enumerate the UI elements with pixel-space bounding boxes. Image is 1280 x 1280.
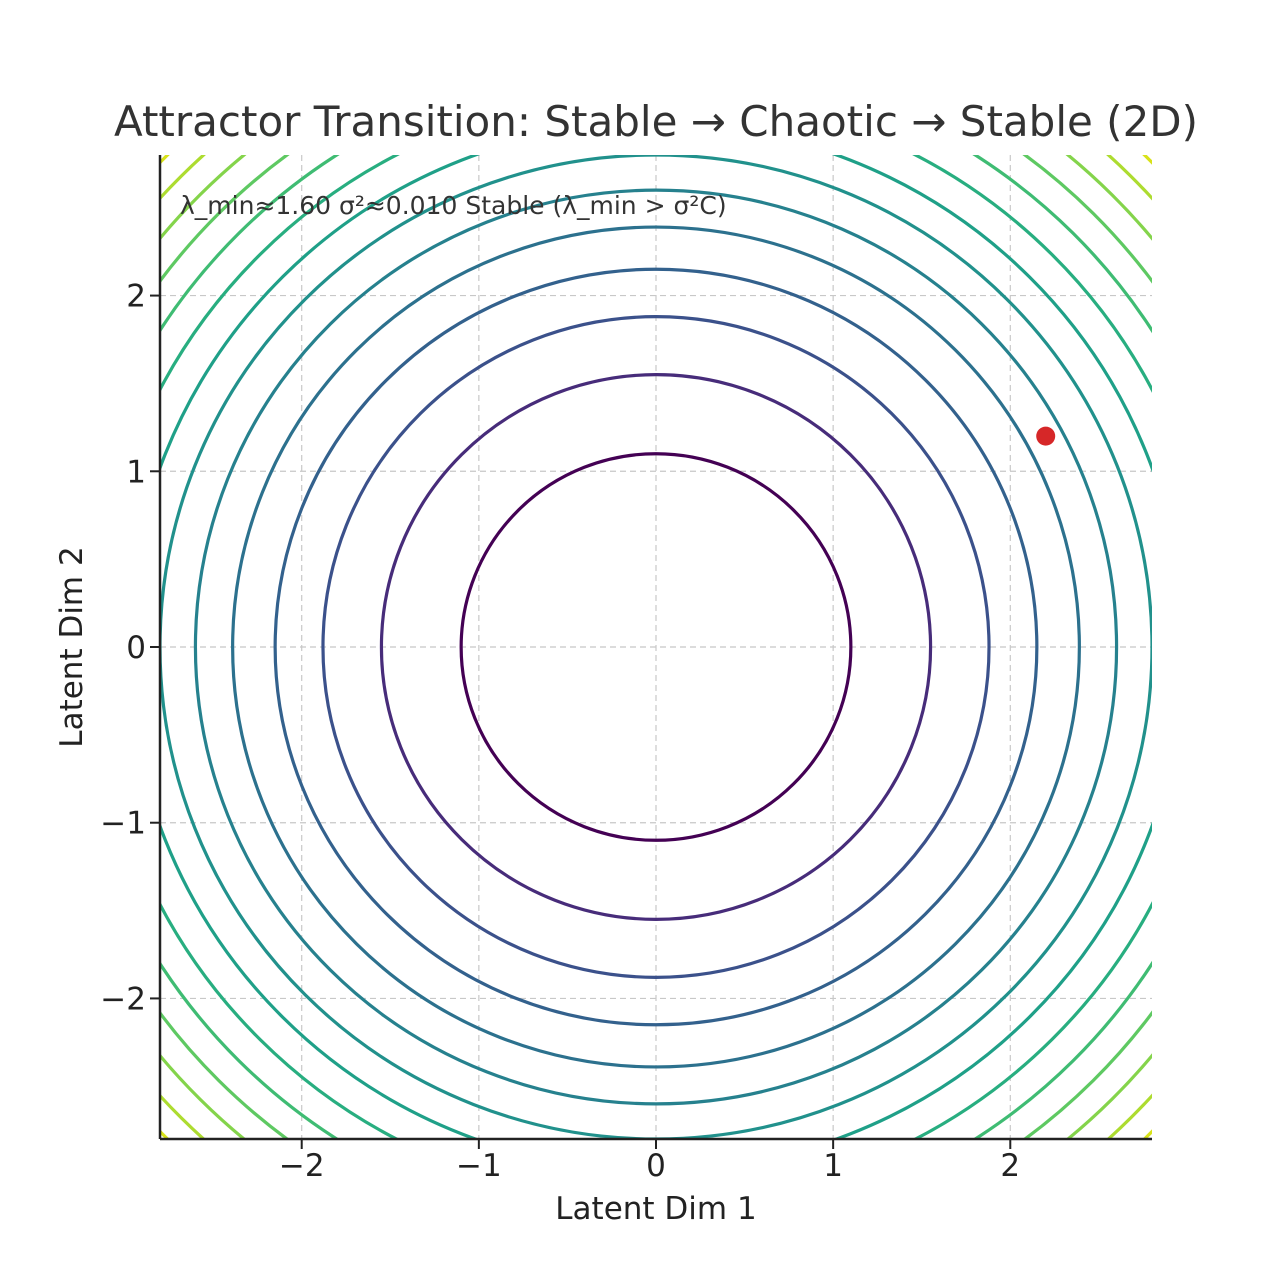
- contour-line: [193, 188, 1119, 1106]
- y-axis-label: Latent Dim 2: [54, 546, 90, 747]
- chart-title: Attractor Transition: Stable → Chaotic →…: [114, 97, 1198, 146]
- x-tick-label: −2: [279, 1148, 325, 1184]
- contour-line: [273, 267, 1039, 1027]
- contour-line: [231, 225, 1081, 1069]
- state-point: [1036, 426, 1056, 446]
- y-tick-label: 0: [126, 630, 146, 666]
- y-tick-label: −1: [100, 806, 146, 842]
- x-tick-label: 2: [1000, 1148, 1020, 1184]
- state-point-layer: [1036, 426, 1056, 446]
- x-tick-label: 1: [823, 1148, 843, 1184]
- y-tick-label: 2: [126, 279, 146, 315]
- contour-line: [379, 373, 933, 921]
- grid: [160, 155, 1152, 1139]
- stability-annotation: λ_min≈1.60 σ²≈0.010 Stable (λ_min > σ²C): [180, 191, 727, 220]
- x-tick-label: −1: [456, 1148, 502, 1184]
- x-tick-label: 0: [646, 1148, 666, 1184]
- y-tick-label: −2: [100, 981, 146, 1017]
- x-axis-label: Latent Dim 1: [555, 1191, 756, 1227]
- contour-line: [459, 452, 853, 842]
- axis-ticks: −2 −1 0 1 2 −2 −1 0 1 2: [100, 279, 1020, 1184]
- y-tick-label: 1: [126, 454, 146, 490]
- contour-line: [321, 315, 991, 979]
